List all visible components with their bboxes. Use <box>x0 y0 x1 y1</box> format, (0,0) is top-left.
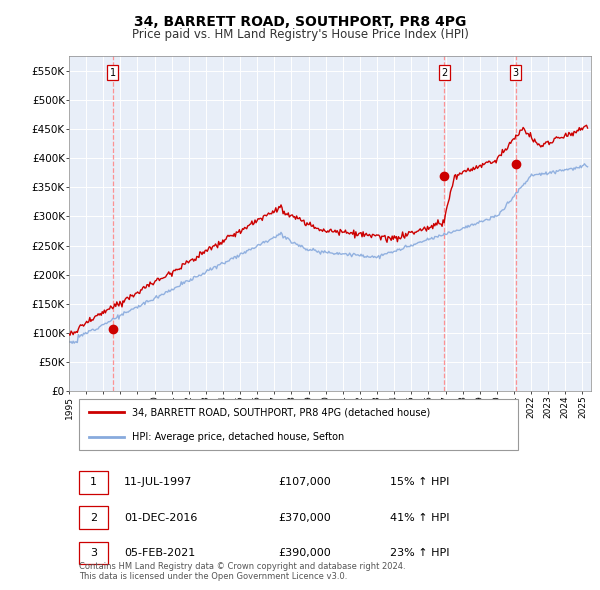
Text: £390,000: £390,000 <box>278 548 331 558</box>
FancyBboxPatch shape <box>79 399 518 450</box>
Text: Contains HM Land Registry data © Crown copyright and database right 2024.
This d: Contains HM Land Registry data © Crown c… <box>79 562 406 581</box>
Text: 41% ↑ HPI: 41% ↑ HPI <box>390 513 449 523</box>
Text: HPI: Average price, detached house, Sefton: HPI: Average price, detached house, Seft… <box>131 432 344 442</box>
Text: 01-DEC-2016: 01-DEC-2016 <box>124 513 197 523</box>
Text: £370,000: £370,000 <box>278 513 331 523</box>
Text: 2: 2 <box>441 68 447 78</box>
Text: 34, BARRETT ROAD, SOUTHPORT, PR8 4PG: 34, BARRETT ROAD, SOUTHPORT, PR8 4PG <box>134 15 466 29</box>
Text: 3: 3 <box>512 68 518 78</box>
FancyBboxPatch shape <box>79 471 108 494</box>
FancyBboxPatch shape <box>79 506 108 529</box>
Text: Price paid vs. HM Land Registry's House Price Index (HPI): Price paid vs. HM Land Registry's House … <box>131 28 469 41</box>
FancyBboxPatch shape <box>79 542 108 564</box>
Text: 34, BARRETT ROAD, SOUTHPORT, PR8 4PG (detached house): 34, BARRETT ROAD, SOUTHPORT, PR8 4PG (de… <box>131 408 430 418</box>
Text: 11-JUL-1997: 11-JUL-1997 <box>124 477 192 487</box>
Text: 1: 1 <box>110 68 116 78</box>
Text: 3: 3 <box>90 548 97 558</box>
Text: 23% ↑ HPI: 23% ↑ HPI <box>390 548 449 558</box>
Text: £107,000: £107,000 <box>278 477 331 487</box>
Text: 05-FEB-2021: 05-FEB-2021 <box>124 548 195 558</box>
Text: 15% ↑ HPI: 15% ↑ HPI <box>390 477 449 487</box>
Text: 1: 1 <box>90 477 97 487</box>
Text: 2: 2 <box>90 513 97 523</box>
